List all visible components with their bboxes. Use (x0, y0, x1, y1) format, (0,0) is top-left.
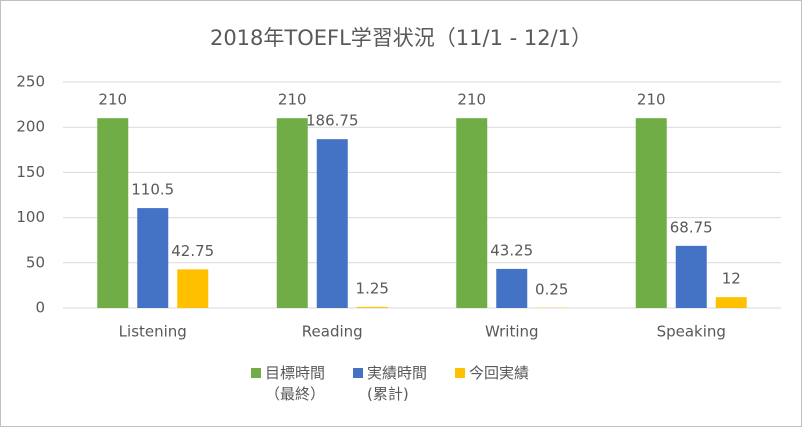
data-label: 12 (722, 270, 741, 288)
bar (456, 118, 488, 308)
data-label: 0.25 (535, 280, 568, 298)
bar (715, 297, 747, 308)
bar (316, 139, 348, 308)
data-label: 186.75 (306, 112, 359, 130)
y-tick-label: 100 (16, 208, 45, 226)
y-tick-label: 200 (16, 118, 45, 136)
x-tick-label: Writing (485, 323, 539, 341)
bar (496, 268, 528, 308)
legend-label: 今回実績 (469, 364, 530, 382)
legend-swatch (455, 368, 465, 378)
data-label: 1.25 (356, 279, 389, 297)
bar (97, 118, 129, 308)
legend-label: 目標時間（最終） (265, 364, 326, 403)
data-label: 43.25 (490, 241, 533, 259)
data-label: 210 (637, 91, 666, 109)
bar (137, 208, 169, 308)
data-label: 68.75 (670, 218, 713, 236)
y-tick-label: 150 (16, 163, 45, 181)
y-tick-label: 250 (16, 73, 45, 91)
legend: 目標時間（最終） 実績時間(累計) 今回実績 (251, 363, 543, 405)
legend-item: 実績時間(累計) (353, 363, 441, 405)
x-tick-label: Speaking (657, 323, 726, 341)
legend-swatch (353, 368, 363, 378)
x-tick-label: Listening (119, 323, 187, 341)
legend-item: 今回実績 (455, 363, 543, 405)
bar (356, 306, 388, 308)
data-label: 210 (98, 91, 127, 109)
bar (675, 245, 707, 308)
data-label: 42.75 (171, 242, 214, 260)
bar (276, 118, 308, 308)
chart-title: 2018年TOEFL学習状況（11/1 - 12/1） (210, 26, 592, 50)
data-label: 210 (457, 91, 486, 109)
bar (635, 118, 667, 308)
y-tick-label: 0 (35, 299, 45, 317)
legend-swatch (251, 368, 261, 378)
x-tick-label: Reading (302, 323, 363, 341)
legend-item: 目標時間（最終） (251, 363, 339, 405)
data-label: 210 (278, 91, 307, 109)
legend-label: 実績時間(累計) (367, 364, 428, 403)
y-tick-label: 50 (26, 253, 45, 271)
bar (177, 269, 209, 308)
data-label: 110.5 (131, 181, 174, 199)
